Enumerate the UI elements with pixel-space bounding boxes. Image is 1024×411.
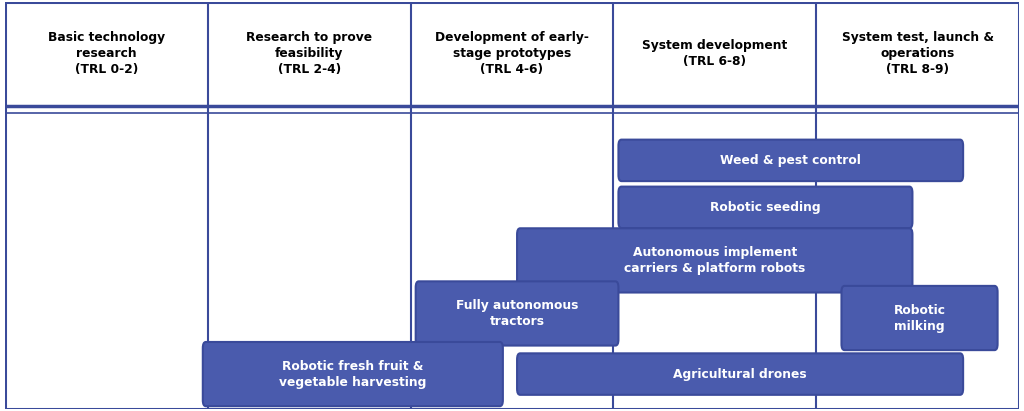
Text: Fully autonomous
tractors: Fully autonomous tractors <box>456 299 579 328</box>
Text: Robotic seeding: Robotic seeding <box>710 201 821 214</box>
Text: Robotic
milking: Robotic milking <box>894 303 945 332</box>
Text: System test, launch &
operations
(TRL 8-9): System test, launch & operations (TRL 8-… <box>842 31 993 76</box>
Text: Robotic fresh fruit &
vegetable harvesting: Robotic fresh fruit & vegetable harvesti… <box>280 360 427 388</box>
FancyBboxPatch shape <box>618 187 912 228</box>
Text: Development of early-
stage prototypes
(TRL 4-6): Development of early- stage prototypes (… <box>435 31 589 76</box>
FancyBboxPatch shape <box>842 286 997 350</box>
Text: Weed & pest control: Weed & pest control <box>720 154 861 167</box>
FancyBboxPatch shape <box>416 282 618 346</box>
Text: Basic technology
research
(TRL 0-2): Basic technology research (TRL 0-2) <box>48 31 165 76</box>
FancyBboxPatch shape <box>618 140 964 181</box>
FancyBboxPatch shape <box>517 228 912 293</box>
FancyBboxPatch shape <box>203 342 503 406</box>
Text: Agricultural drones: Agricultural drones <box>674 367 807 381</box>
FancyBboxPatch shape <box>517 353 964 395</box>
Text: System development
(TRL 6-8): System development (TRL 6-8) <box>642 39 787 69</box>
Text: Autonomous implement
carriers & platform robots: Autonomous implement carriers & platform… <box>624 246 806 275</box>
Text: Research to prove
feasibility
(TRL 2-4): Research to prove feasibility (TRL 2-4) <box>246 31 373 76</box>
